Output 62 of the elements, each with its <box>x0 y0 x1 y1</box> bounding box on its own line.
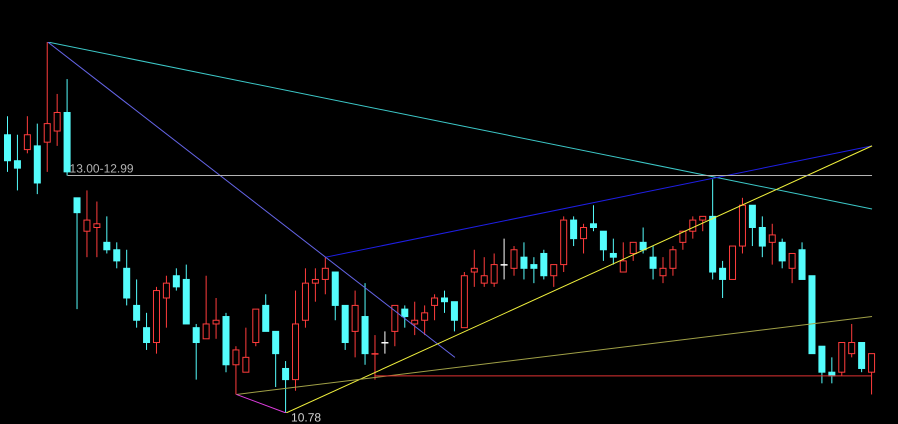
candlestick <box>600 230 607 262</box>
candlestick <box>322 256 329 295</box>
candlestick <box>480 256 488 288</box>
candlestick <box>431 294 438 321</box>
candlestick <box>778 238 786 269</box>
candlestick <box>44 42 51 172</box>
candlestick <box>192 323 200 380</box>
candlestick <box>282 360 290 413</box>
candlestick <box>242 327 250 373</box>
candlestick <box>660 256 666 284</box>
candlestick <box>450 301 458 332</box>
candlestick <box>401 304 408 328</box>
candlestick <box>490 252 498 288</box>
candlestick <box>14 134 21 191</box>
candlestick <box>620 242 627 273</box>
candlestick <box>54 93 61 146</box>
candlestick <box>212 297 220 340</box>
candlestick <box>371 334 378 380</box>
candlestick <box>610 238 617 266</box>
candlestick <box>24 116 31 154</box>
candlestick <box>748 204 756 247</box>
candlestick <box>650 246 657 280</box>
candlestick <box>421 304 428 336</box>
candlestick <box>312 268 319 302</box>
candlestick <box>540 249 548 280</box>
candlestick <box>202 275 210 340</box>
candlestick <box>133 278 140 328</box>
candlestick <box>580 223 588 254</box>
candlestick <box>272 330 280 388</box>
candlestick <box>868 353 876 395</box>
candlestick <box>699 216 706 232</box>
candlestick <box>143 312 150 350</box>
candlestick <box>689 216 696 240</box>
candlestick <box>470 249 478 288</box>
candlestick <box>441 290 448 314</box>
annotation: 10.78 <box>291 410 322 424</box>
candlestick <box>500 238 508 280</box>
candlestick <box>172 268 180 292</box>
candlestick <box>411 301 418 336</box>
candlestick <box>93 201 100 258</box>
candlestick <box>768 223 776 266</box>
candlestick <box>232 346 240 395</box>
candlestick <box>381 330 388 354</box>
candlestick <box>113 242 120 269</box>
candlestick <box>74 197 81 310</box>
candlestick <box>590 204 597 232</box>
candlestick <box>550 264 558 288</box>
candlestick <box>530 256 538 284</box>
candlestick <box>162 275 170 328</box>
candlestick <box>570 216 578 247</box>
candlestick <box>510 246 518 276</box>
candlestick <box>630 242 637 262</box>
candlestick <box>669 246 676 276</box>
candlestick <box>719 260 726 298</box>
candlestick <box>758 216 766 258</box>
candlestick <box>788 252 796 284</box>
candlestick <box>848 323 856 358</box>
candlestick <box>103 216 110 254</box>
candlestick <box>679 230 686 250</box>
candlestick <box>640 227 647 254</box>
candlestick <box>520 242 528 280</box>
candlestick <box>83 190 90 258</box>
